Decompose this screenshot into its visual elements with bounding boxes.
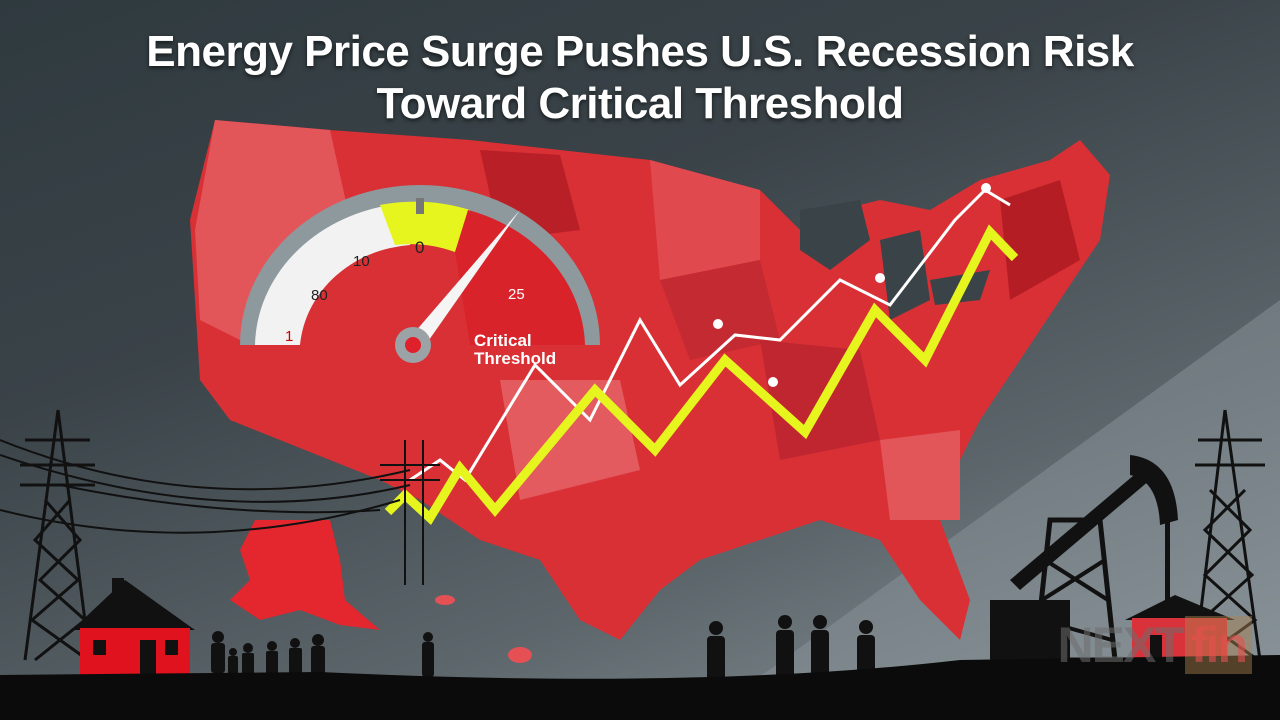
ground-silhouette: [0, 655, 1280, 720]
gauge-tick-0: 0: [415, 238, 425, 257]
headline-line-1: Energy Price Surge Pushes U.S. Recession…: [146, 27, 1134, 76]
risk-gauge: [240, 185, 600, 363]
gauge-tick-10: 10: [353, 253, 370, 270]
gauge-tick-80: 80: [311, 287, 328, 304]
watermark-text-fin: fin: [1184, 616, 1252, 674]
power-lines: [0, 439, 411, 534]
gauge-tick-1: 1: [285, 328, 294, 345]
power-pylon-left: [20, 409, 95, 662]
gauge-caption-line-1: Critical: [474, 331, 532, 350]
gauge-tick-25: 25: [508, 286, 525, 303]
gauge-needle: [408, 210, 520, 350]
watermark-text-next: NEXT: [1057, 617, 1185, 673]
headline-line-2: Toward Critical Threshold: [376, 79, 904, 128]
gauge-caption: Critical Threshold: [474, 332, 556, 368]
watermark-logo: NEXT fin: [1058, 616, 1252, 674]
white-trend-line: [409, 188, 1011, 483]
oil-pump-jack: [990, 455, 1178, 663]
power-pylon-middle: [380, 440, 440, 585]
gauge-caption-line-2: Threshold: [474, 349, 557, 368]
house-left: [72, 578, 195, 676]
headline: Energy Price Surge Pushes U.S. Recession…: [0, 26, 1280, 130]
yellow-trend-line: [384, 224, 1019, 526]
